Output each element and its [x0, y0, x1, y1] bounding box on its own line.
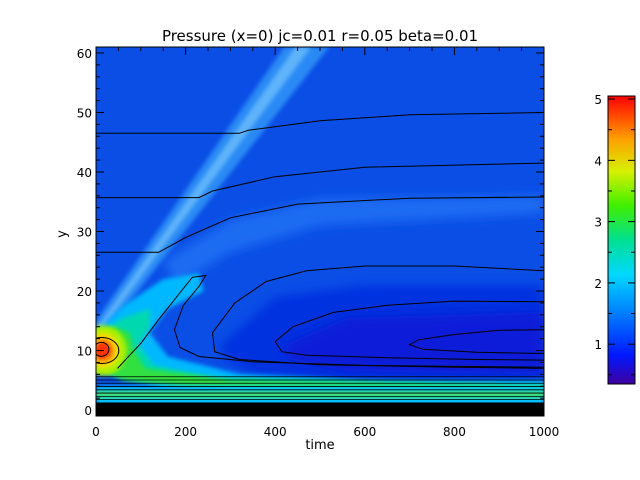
contour-line-7	[408, 329, 544, 354]
green-lobe-mid	[96, 308, 544, 393]
x-tick-label: 400	[264, 425, 287, 439]
wavefront-outer	[96, 47, 329, 345]
contour-line-1	[96, 112, 544, 134]
contour-line-5	[211, 265, 544, 369]
colorbar: 1 2 3 4 5	[594, 93, 636, 385]
x-axis-label: time	[305, 438, 334, 453]
field-trough	[284, 311, 544, 375]
colorbar-tick-label: 4	[594, 154, 602, 168]
y-tick-label: 0	[84, 404, 92, 418]
contour-peak-outer	[96, 337, 120, 365]
x-axis: 0 200 400 600 800 1000	[92, 47, 559, 439]
contour-line-4	[117, 274, 544, 369]
y-tick-label: 60	[77, 47, 92, 61]
colorbar-tick-label: 5	[594, 93, 602, 107]
colorbar-tick-label: 2	[594, 277, 602, 291]
y-tick-label: 50	[77, 106, 92, 120]
wavefront-core	[96, 47, 311, 338]
contour-line-3	[96, 196, 544, 253]
x-tick-label: 200	[174, 425, 197, 439]
colorbar-gradient	[607, 95, 636, 385]
y-tick-label: 30	[77, 226, 92, 240]
heatmap-field	[96, 47, 544, 416]
y-axis: 0 10 20 30 40 50 60	[77, 47, 544, 418]
contour-line-6	[274, 300, 544, 361]
x-tick-label: 0	[92, 425, 100, 439]
y-tick-label: 20	[77, 285, 92, 299]
y-axis-label: y	[55, 230, 70, 238]
field-upper-band	[163, 195, 544, 286]
x-tick-label: 800	[443, 425, 466, 439]
colorbar-tick-label: 3	[594, 216, 602, 230]
contour-line-2	[96, 162, 544, 199]
colorbar-ticks: 1 2 3 4 5	[594, 93, 635, 376]
bottom-band-green	[96, 391, 544, 399]
chart-title: Pressure (x=0) jc=0.01 r=0.05 beta=0.01	[162, 27, 478, 45]
y-tick-label: 40	[77, 166, 92, 180]
contour-lines	[96, 112, 544, 404]
contour-peak-inner	[96, 341, 110, 357]
x-tick-label: 600	[353, 425, 376, 439]
y-tick-label: 10	[77, 345, 92, 359]
colorbar-tick-label: 1	[594, 338, 602, 352]
x-tick-label: 1000	[529, 425, 560, 439]
